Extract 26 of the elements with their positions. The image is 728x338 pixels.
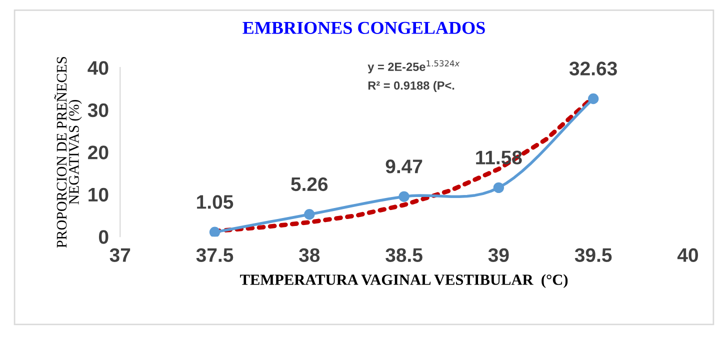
x-tick-label: 40 <box>677 248 698 262</box>
point <box>304 209 315 220</box>
y-tick-label: 40 <box>88 61 108 75</box>
y-tick-label: 10 <box>88 188 108 202</box>
x-tick-label: 39 <box>488 248 509 262</box>
x-tick-label: 37.5 <box>196 248 234 262</box>
x-tick-label: 38.5 <box>386 248 422 262</box>
point <box>588 93 599 104</box>
annotation: R² = 0.9188 (P<. <box>368 81 454 92</box>
data-label: 9.47 <box>386 160 422 174</box>
data-label: 5.26 <box>291 177 328 192</box>
chart-title: EMBRIONES CONGELADOS <box>242 22 485 34</box>
x-tick-label: 37 <box>110 248 130 262</box>
x-tick-label: 38 <box>299 248 320 262</box>
x-tick-label: 39.5 <box>574 248 612 262</box>
annotation: y = 2E-25e$^{1.5324x}$ <box>368 60 460 74</box>
y-tick-label: 0 <box>98 230 108 244</box>
y-axis-title: PROPORCION DE PREÑECES NEGATIVAS (%) <box>54 56 82 248</box>
x-axis-title: TEMPERATURA VAGINAL VESTIBULAR (°C) <box>240 274 568 288</box>
point <box>398 191 410 202</box>
point <box>209 226 220 237</box>
y-tick-label: 20 <box>88 146 108 160</box>
data-label: 32.63 <box>569 62 617 76</box>
y-tick-label: 30 <box>88 103 108 118</box>
data-label: 1.05 <box>197 195 234 209</box>
point <box>493 182 504 194</box>
